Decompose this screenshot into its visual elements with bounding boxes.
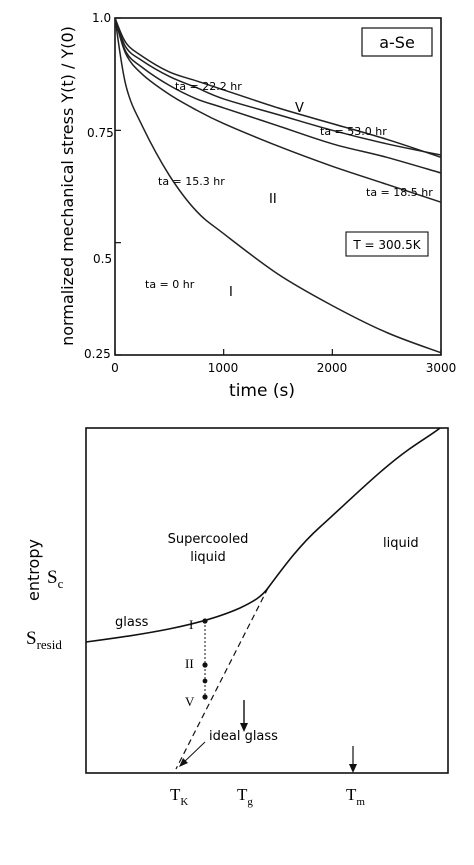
entropy-axis-label: entropy — [24, 539, 43, 601]
ideal-glass-label: ideal glass — [209, 729, 278, 744]
ytick-label-05: 0.5 — [93, 252, 112, 266]
xtick-label-3000: 3000 — [426, 361, 457, 375]
y-axis-label: normalized mechanical stress Y(t) / Y(0) — [58, 26, 77, 346]
axis-ticks — [114, 17, 442, 356]
series-line-0 — [114, 17, 442, 354]
entropy-curve — [85, 427, 441, 643]
sc-label: Sc — [47, 567, 64, 591]
series-line-2 — [114, 17, 442, 203]
point-label-V: V — [185, 694, 195, 709]
liquid-label: liquid — [383, 536, 419, 551]
point-mid — [202, 678, 208, 684]
series-group — [114, 17, 442, 354]
plot-frame — [114, 17, 442, 356]
supercooled-label-1: Supercooled — [168, 532, 249, 547]
point-label-I: I — [189, 617, 193, 632]
temperature-label: T = 300.5K — [352, 238, 421, 252]
xtick-label-0: 0 — [111, 361, 119, 375]
glass-label: glass — [115, 615, 149, 630]
ideal-glass-arrowhead — [179, 758, 188, 767]
ytick-label-075: 0.75 — [87, 126, 114, 140]
annotation-ta-53: ta = 53.0 hr — [320, 125, 387, 138]
material-box — [361, 27, 433, 57]
point-label-II: II — [185, 656, 194, 671]
point-I — [202, 618, 208, 624]
tg-label: Tg — [237, 785, 253, 808]
x-axis-label: time (s) — [229, 381, 295, 401]
annotation-ta-15: ta = 15.3 hr — [158, 175, 225, 188]
temperature-box — [345, 231, 429, 257]
series-line-1 — [114, 17, 442, 174]
ytick-label-025: 0.25 — [84, 347, 111, 361]
sresid-label: Sresid — [26, 628, 62, 652]
stress-relaxation-chart: 1.0 0.75 0.5 0.25 0 1000 2000 3000 time … — [58, 11, 456, 401]
tm-label: Tm — [346, 785, 365, 808]
point-II — [202, 662, 208, 668]
series-label-V: V — [295, 101, 304, 116]
diagram-frame — [85, 427, 449, 774]
xtick-label-1000: 1000 — [208, 361, 239, 375]
series-line-3 — [114, 17, 442, 156]
entropy-diagram: I II V liquid Supercooled liquid glass i… — [24, 427, 449, 808]
tm-arrowhead — [349, 764, 357, 773]
ideal-glass-line — [175, 587, 269, 770]
material-label: a-Se — [379, 33, 415, 52]
xtick-label-2000: 2000 — [317, 361, 348, 375]
annotation-ta-22: ta = 22.2 hr — [175, 80, 242, 93]
tg-arrowhead — [240, 723, 248, 732]
point-V — [202, 694, 208, 700]
tk-label: TK — [170, 785, 188, 808]
supercooled-label-2: liquid — [190, 550, 226, 565]
series-line-4 — [114, 17, 442, 159]
series-label-II: II — [269, 192, 277, 207]
annotation-ta-18: ta = 18.5 hr — [366, 186, 433, 199]
series-label-I: I — [229, 285, 233, 300]
ytick-label-1: 1.0 — [92, 11, 111, 25]
ideal-glass-arrow — [181, 741, 206, 765]
annotation-ta-0: ta = 0 hr — [145, 278, 195, 291]
